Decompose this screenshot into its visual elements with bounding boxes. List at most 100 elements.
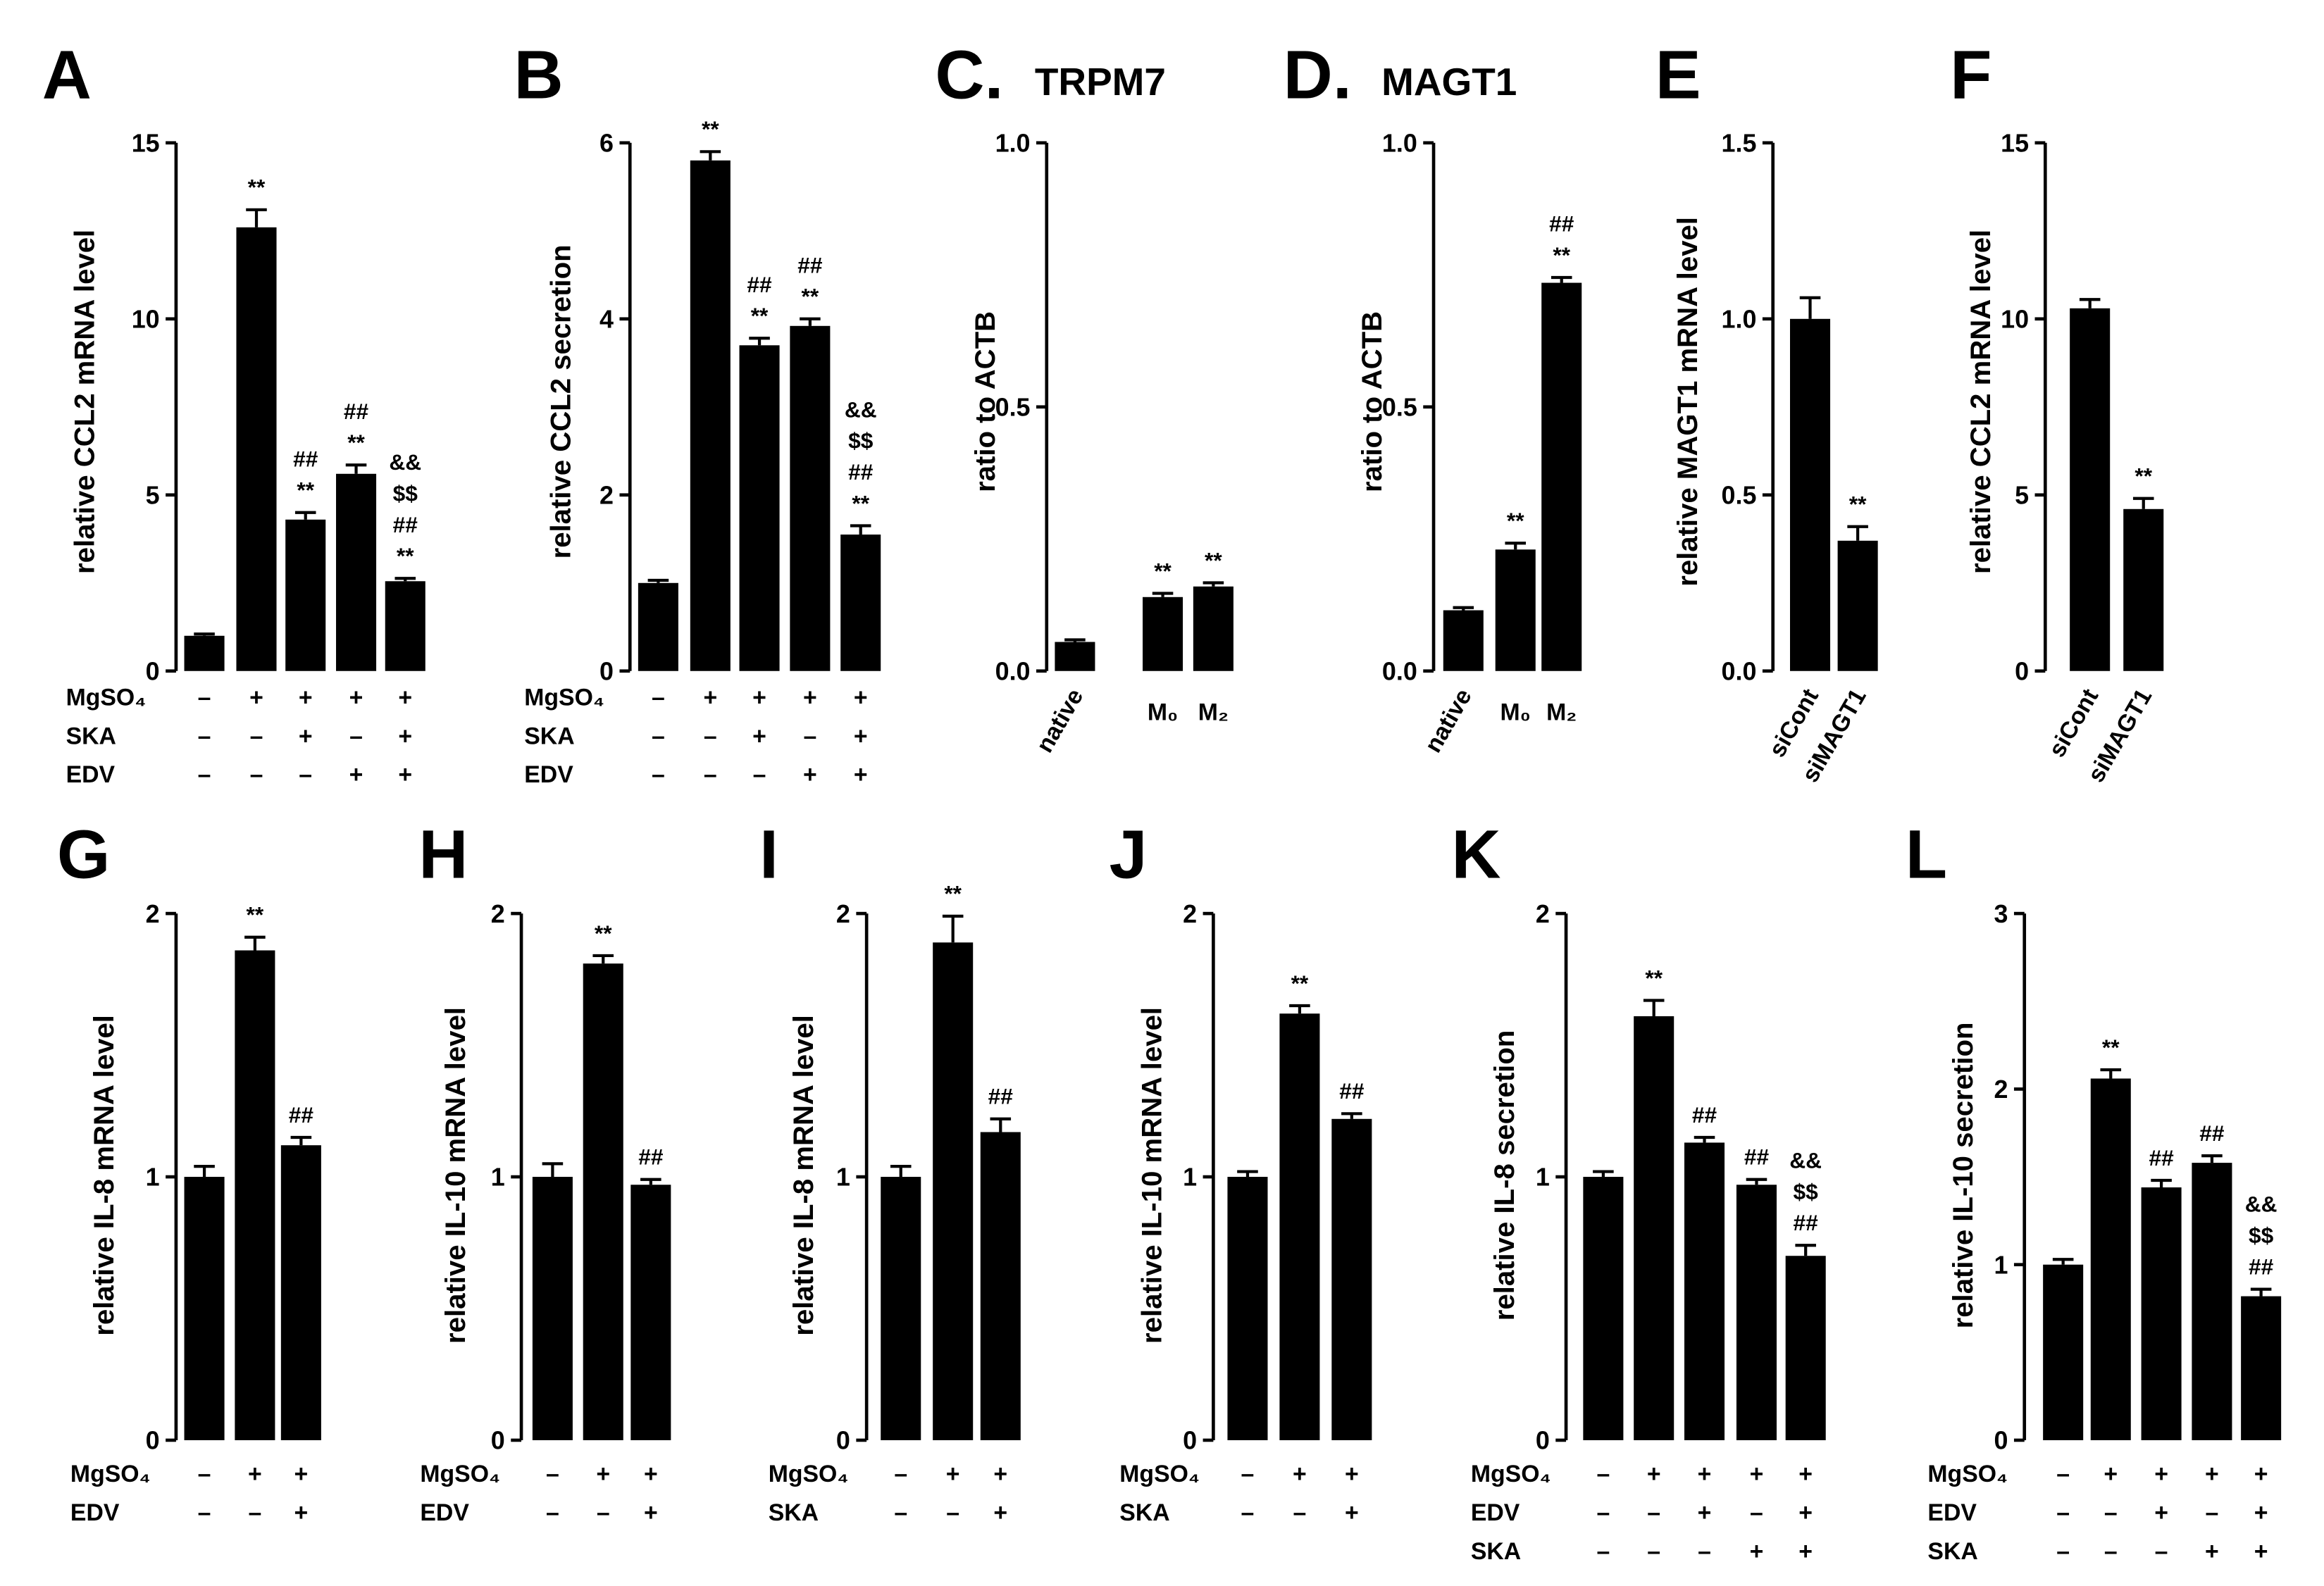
- significance-mark: &&: [845, 396, 877, 422]
- y-tick-label: 0: [1994, 1426, 2008, 1455]
- condition-mark: –: [2104, 1538, 2118, 1565]
- panel-letter: C.: [935, 36, 1003, 113]
- y-tick-label: 0: [491, 1426, 505, 1455]
- y-tick-label: 2: [1183, 899, 1197, 928]
- condition-mark: +: [2254, 1538, 2268, 1565]
- condition-mark: –: [704, 761, 717, 788]
- condition-mark: +: [1798, 1499, 1813, 1526]
- significance-mark: **: [852, 490, 869, 516]
- panel-letter: L: [1906, 816, 1947, 892]
- significance-mark: $$: [2249, 1223, 2274, 1248]
- y-axis-label: relative CCL2 secretion: [545, 244, 577, 558]
- condition-mark: –: [1750, 1499, 1763, 1526]
- condition-mark: –: [198, 684, 211, 711]
- y-axis-label: relative CCL2 mRNA level: [1965, 230, 1996, 574]
- condition-mark: –: [299, 761, 312, 788]
- bar: [980, 1132, 1021, 1440]
- bar: [1331, 1118, 1372, 1440]
- condition-mark: –: [753, 761, 766, 788]
- condition-mark: +: [1293, 1461, 1307, 1487]
- y-tick-label: 1: [1183, 1163, 1197, 1192]
- condition-mark: +: [854, 684, 868, 711]
- y-tick-label: 5: [2015, 480, 2029, 509]
- category-label: siCont: [2044, 685, 2104, 762]
- bar: [1634, 1016, 1674, 1440]
- bar: [336, 473, 377, 671]
- bar: [790, 325, 831, 671]
- y-axis-label: relative IL-8 mRNA level: [788, 1015, 819, 1336]
- condition-mark: –: [250, 761, 263, 788]
- condition-mark: +: [993, 1499, 1007, 1526]
- bar: [184, 635, 225, 671]
- bar: [532, 1177, 573, 1440]
- y-tick-label: 10: [2001, 304, 2029, 333]
- bar: [2192, 1163, 2232, 1440]
- condition-mark: +: [2205, 1538, 2219, 1565]
- panel-title: MAGT1: [1381, 60, 1517, 104]
- bar: [1684, 1142, 1725, 1440]
- condition-label: SKA: [1927, 1538, 1977, 1565]
- bar: [933, 942, 974, 1440]
- bar: [690, 160, 731, 671]
- condition-label: MgSO₄: [524, 684, 604, 711]
- y-tick-label: 0.5: [995, 392, 1031, 421]
- condition-mark: +: [1698, 1461, 1712, 1487]
- y-tick-label: 0: [146, 656, 160, 685]
- y-tick-label: 0.0: [995, 656, 1031, 685]
- condition-mark: +: [1750, 1538, 1764, 1565]
- category-label: M₀: [1148, 699, 1178, 725]
- y-axis-label: relative IL-8 mRNA level: [88, 1015, 120, 1336]
- condition-mark: +: [294, 1499, 309, 1526]
- bar: [2043, 1264, 2084, 1440]
- significance-mark: ##: [848, 459, 874, 485]
- condition-mark: –: [2056, 1499, 2070, 1526]
- condition-mark: –: [1241, 1461, 1255, 1487]
- significance-mark: &&: [2245, 1192, 2278, 1217]
- condition-mark: –: [1647, 1538, 1660, 1565]
- panel-title: TRPM7: [1035, 60, 1166, 104]
- y-axis-label: relative MAGT1 mRNA level: [1672, 217, 1703, 587]
- condition-label: MgSO₄: [1927, 1461, 2008, 1487]
- y-tick-label: 1.0: [1382, 128, 1417, 157]
- bar: [1055, 642, 1095, 671]
- condition-mark: –: [946, 1499, 959, 1526]
- bar: [1227, 1177, 1268, 1440]
- y-tick-label: 3: [1994, 899, 2008, 928]
- panel-letter: A: [42, 36, 92, 113]
- significance-mark: ##: [797, 252, 823, 277]
- y-tick-label: 1: [146, 1163, 160, 1192]
- condition-mark: +: [1345, 1499, 1359, 1526]
- significance-mark: &&: [1789, 1147, 1822, 1173]
- significance-mark: $$: [1794, 1179, 1819, 1204]
- y-axis-label: relative IL-8 secretion: [1489, 1030, 1520, 1321]
- condition-mark: +: [644, 1499, 658, 1526]
- category-label: native: [1419, 685, 1477, 758]
- condition-mark: –: [248, 1499, 261, 1526]
- bar: [285, 519, 326, 671]
- significance-mark: **: [1645, 965, 1663, 990]
- condition-mark: –: [1596, 1499, 1610, 1526]
- bar: [184, 1177, 225, 1440]
- y-tick-label: 1: [1536, 1163, 1550, 1192]
- condition-label: EDV: [66, 761, 116, 788]
- significance-mark: ##: [289, 1102, 314, 1128]
- bar: [1143, 597, 1183, 671]
- category-label: M₂: [1198, 699, 1229, 725]
- condition-mark: +: [2205, 1461, 2219, 1487]
- significance-mark: **: [595, 920, 612, 946]
- condition-mark: –: [652, 723, 665, 749]
- bar: [1790, 318, 1831, 671]
- category-label: M₂: [1546, 699, 1577, 725]
- y-tick-label: 2: [491, 899, 505, 928]
- condition-label: MgSO₄: [1471, 1461, 1551, 1487]
- condition-mark: +: [1647, 1461, 1661, 1487]
- y-tick-label: 0: [2015, 656, 2029, 685]
- significance-mark: **: [944, 881, 962, 906]
- condition-label: MgSO₄: [1119, 1461, 1200, 1487]
- y-tick-label: 10: [132, 304, 160, 333]
- condition-mark: –: [1596, 1461, 1610, 1487]
- significance-mark: $$: [393, 480, 418, 506]
- condition-mark: –: [250, 723, 263, 749]
- condition-mark: –: [652, 684, 665, 711]
- condition-label: SKA: [1119, 1499, 1169, 1526]
